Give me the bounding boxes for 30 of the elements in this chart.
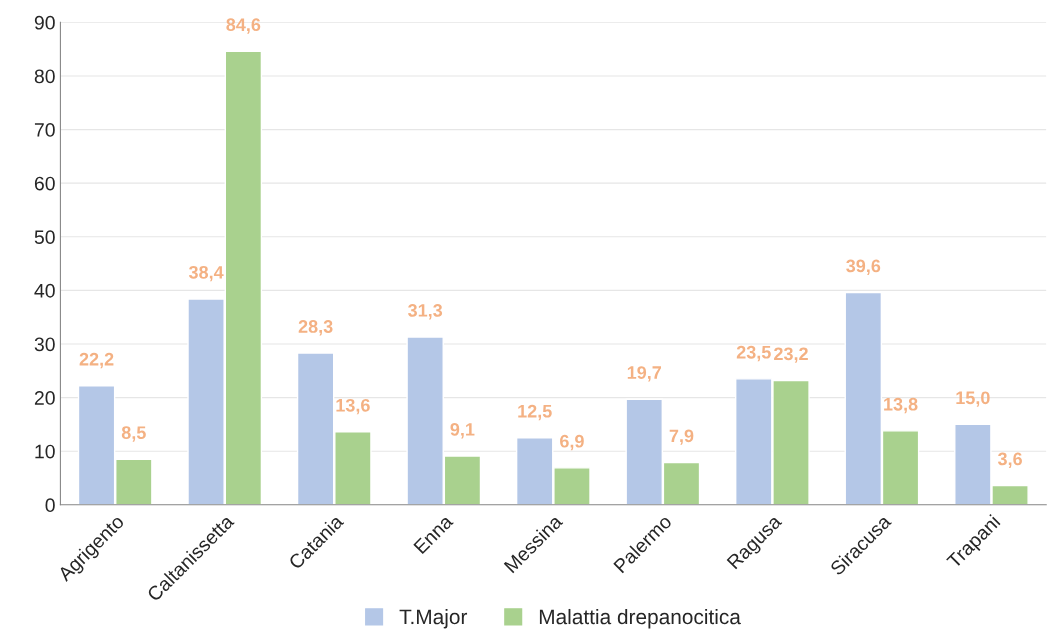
y-tick-label: 20 — [34, 391, 55, 405]
data-label: 13,6 — [336, 398, 370, 415]
y-tick-label: 0 — [45, 498, 55, 513]
y-tick-label: 10 — [35, 444, 55, 459]
y-tick-label: 50 — [34, 230, 55, 245]
data-label: 84,6 — [226, 18, 261, 34]
data-label: 39,6 — [846, 259, 881, 275]
data-label: 28,3 — [298, 320, 333, 336]
data-label: 3,6 — [997, 452, 1022, 468]
data-label: 9,1 — [450, 423, 475, 439]
y-tick-label: 90 — [34, 15, 55, 30]
data-label: 19,7 — [627, 366, 662, 382]
y-tick-label: 80 — [34, 69, 55, 84]
data-label: 15,0 — [956, 391, 990, 407]
y-tick-label: 60 — [34, 176, 55, 191]
data-label: 12,5 — [518, 404, 552, 421]
data-label: 7,9 — [669, 429, 694, 445]
y-tick-label: 70 — [34, 123, 55, 137]
data-label: 31,3 — [408, 304, 443, 320]
legend-label: T.Major — [399, 608, 468, 629]
data-label: 22,2 — [79, 352, 114, 369]
data-label: 23,5 — [736, 345, 771, 362]
legend-label: Malattia drepanocitica — [539, 608, 741, 629]
data-label: 38,4 — [188, 265, 224, 282]
data-label: 23,2 — [774, 347, 808, 363]
data-label: 6,9 — [560, 434, 584, 451]
y-tick-label: 30 — [34, 337, 55, 352]
data-label: 13,8 — [884, 397, 918, 414]
data-label: 8,5 — [121, 426, 146, 442]
y-tick-label: 40 — [34, 283, 55, 298]
